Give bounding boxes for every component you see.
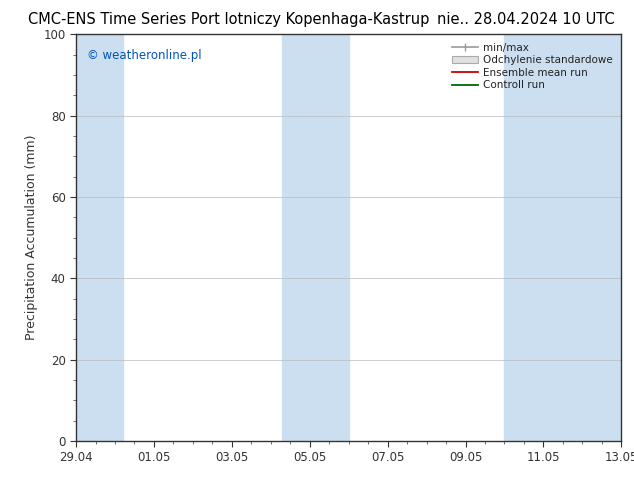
- Bar: [505, 34, 627, 441]
- Legend: min/max, Odchylenie standardowe, Ensemble mean run, Controll run: min/max, Odchylenie standardowe, Ensembl…: [449, 40, 616, 94]
- Text: CMC-ENS Time Series Port lotniczy Kopenhaga-Kastrup: CMC-ENS Time Series Port lotniczy Kopenh…: [27, 12, 429, 27]
- Text: nie.. 28.04.2024 10 UTC: nie.. 28.04.2024 10 UTC: [437, 12, 615, 27]
- Bar: [70, 34, 123, 441]
- Text: © weatheronline.pl: © weatheronline.pl: [87, 49, 202, 62]
- Bar: [283, 34, 349, 441]
- Y-axis label: Precipitation Accumulation (mm): Precipitation Accumulation (mm): [25, 135, 38, 341]
